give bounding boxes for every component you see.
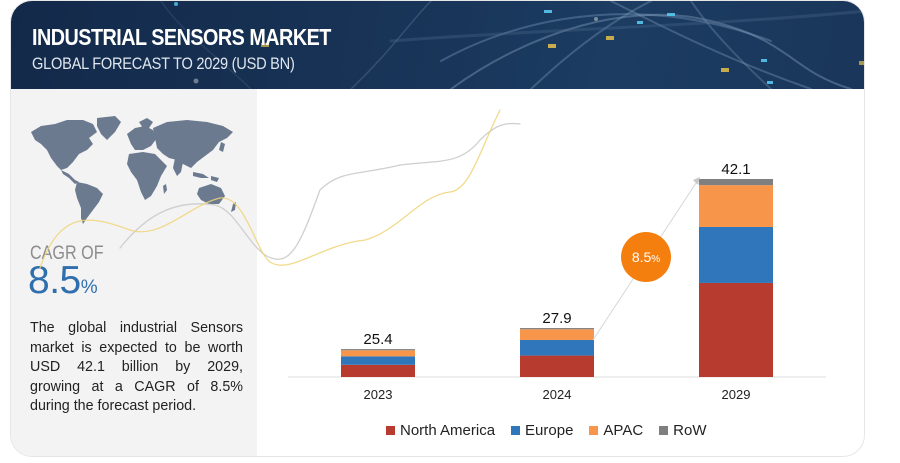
cagr-badge <box>621 232 671 282</box>
bar-segment-north-america-2023 <box>341 364 415 377</box>
decorative-curve-gray <box>119 122 521 260</box>
bar-segment-europe-2029 <box>699 226 773 283</box>
world-map-icon <box>31 116 236 224</box>
page-subtitle: GLOBAL FORECAST TO 2029 (USD BN) <box>32 54 295 73</box>
bar-segment-north-america-2024 <box>520 355 594 377</box>
cagr-number: 8.5 <box>28 259 81 302</box>
legend-label: APAC <box>603 422 644 439</box>
summary-panel: CAGR OF 8.5% The global industrial Senso… <box>11 89 257 456</box>
legend-swatch <box>511 426 521 435</box>
header-banner: INDUSTRIAL SENSORS MARKET GLOBAL FORECAS… <box>11 1 864 89</box>
legend-item-north-america: North America <box>386 422 495 439</box>
cagr-badge-unit: % <box>651 254 660 265</box>
x-tick-label: 2024 <box>543 387 572 402</box>
cagr-percent-sign: % <box>80 277 98 298</box>
legend-item-row: RoW <box>659 422 707 439</box>
bar-total-label: 27.9 <box>542 310 571 327</box>
decorative-curve-yellow <box>39 109 501 269</box>
legend-swatch <box>589 426 599 435</box>
market-summary-text: The global industrial Sensors market is … <box>30 320 243 415</box>
bar-segment-europe-2023 <box>341 356 415 365</box>
legend-item-europe: Europe <box>511 422 573 439</box>
cagr-arrowhead <box>693 177 700 185</box>
legend-label: North America <box>400 422 496 439</box>
legend-label: RoW <box>673 422 707 439</box>
cagr-badge-text: 8.5% <box>632 249 660 265</box>
bar-segment-row-2029 <box>699 179 773 186</box>
bar-segment-north-america-2029 <box>699 282 773 377</box>
legend-label: Europe <box>525 422 574 439</box>
bar-total-label: 42.1 <box>721 161 750 178</box>
bar-segment-apac-2029 <box>699 185 773 227</box>
header-light-streaks <box>160 1 864 89</box>
page-title: INDUSTRIAL SENSORS MARKET <box>32 24 331 50</box>
x-tick-label: 2029 <box>722 387 751 402</box>
x-tick-label: 2023 <box>364 387 393 402</box>
bar-segment-row-2023 <box>341 349 415 351</box>
legend-swatch <box>386 426 395 435</box>
bar-total-label: 25.4 <box>363 331 392 348</box>
chart-legend: North America Europe APAC RoW <box>386 422 707 439</box>
bar-segment-row-2024 <box>520 328 594 330</box>
bar-segment-europe-2024 <box>520 339 594 356</box>
cagr-badge-value: 8.5 <box>632 249 652 265</box>
cagr-value: 8.5% <box>28 261 98 300</box>
legend-swatch <box>659 426 669 435</box>
bar-segment-apac-2024 <box>520 329 594 340</box>
legend-item-apac: APAC <box>589 422 643 439</box>
bar-segment-apac-2023 <box>341 350 415 357</box>
